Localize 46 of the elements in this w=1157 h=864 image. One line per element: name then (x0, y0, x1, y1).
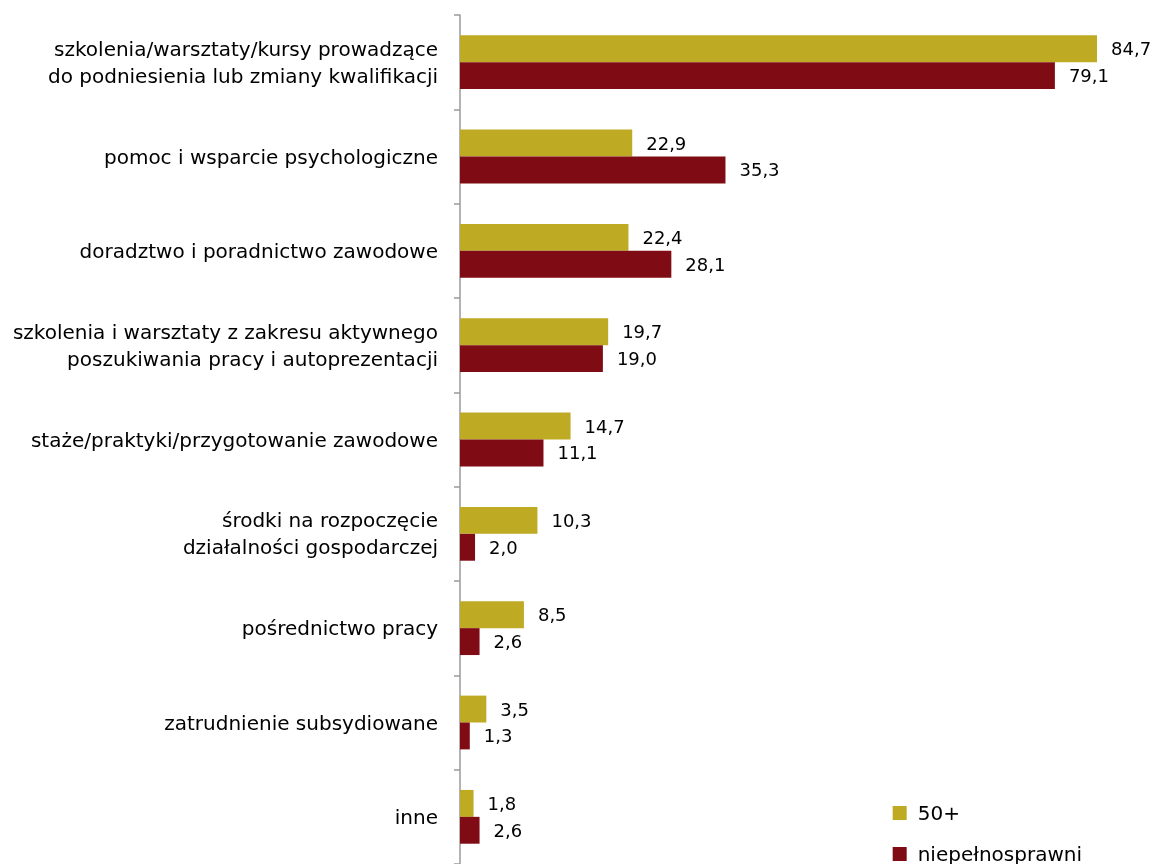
bar (460, 722, 470, 750)
y-tick-label: środki na rozpoczęcie działalności gospodarczej (182, 508, 438, 560)
bar (460, 223, 629, 251)
bar (460, 35, 1097, 63)
data-label: 8,5 (537, 604, 567, 626)
data-label: 22,9 (646, 132, 687, 154)
data-label: 28,1 (685, 253, 726, 275)
bar (460, 816, 480, 844)
bar (460, 506, 538, 534)
y-tick-label: doradztwo i poradnictwo zawodowe (79, 238, 438, 263)
y-tick-label: pośrednictwo pracy (241, 616, 439, 641)
data-label: 11,1 (557, 442, 598, 464)
data-label: 19,7 (622, 321, 663, 343)
bar (460, 533, 476, 561)
bar (460, 695, 487, 723)
data-label: 1,3 (483, 725, 513, 747)
legend-label: 50+ (917, 801, 960, 825)
bar (460, 628, 480, 656)
data-label: 84,7 (1111, 38, 1152, 60)
data-label: 1,8 (487, 792, 517, 814)
data-label: 19,0 (616, 348, 657, 370)
bar (460, 789, 474, 817)
bar (460, 62, 1055, 90)
bar (460, 601, 524, 629)
data-label: 79,1 (1068, 65, 1109, 87)
bar (460, 318, 609, 346)
data-label: 35,3 (739, 159, 780, 181)
bar (460, 412, 571, 440)
data-label: 10,3 (551, 509, 592, 531)
y-tick-label: szkolenia/warsztaty/kursy prowadzące do podniesienia lub zmiany kwalifikacji (47, 36, 438, 88)
bar (460, 129, 633, 157)
y-tick-label: inne (394, 804, 438, 829)
data-label: 3,5 (500, 698, 529, 720)
y-tick-label: staże/praktyki/przygotowanie zawodowe (30, 427, 438, 452)
bar (460, 439, 544, 467)
data-label: 22,4 (642, 226, 683, 248)
y-tick-label: szkolenia i warsztaty z zakresu aktywnego poszukiwania pracy i autoprezentacji (12, 319, 438, 371)
bar (460, 156, 726, 184)
data-label: 14,7 (584, 415, 625, 437)
y-tick-label: zatrudnienie subsydiowane (164, 710, 438, 735)
data-label: 2,6 (493, 819, 523, 841)
data-label: 2,6 (493, 631, 523, 653)
bar (460, 250, 672, 278)
data-label: 2,0 (489, 536, 518, 558)
bar (460, 345, 603, 373)
y-tick-label: pomoc i wsparcie psychologiczne (103, 144, 438, 169)
